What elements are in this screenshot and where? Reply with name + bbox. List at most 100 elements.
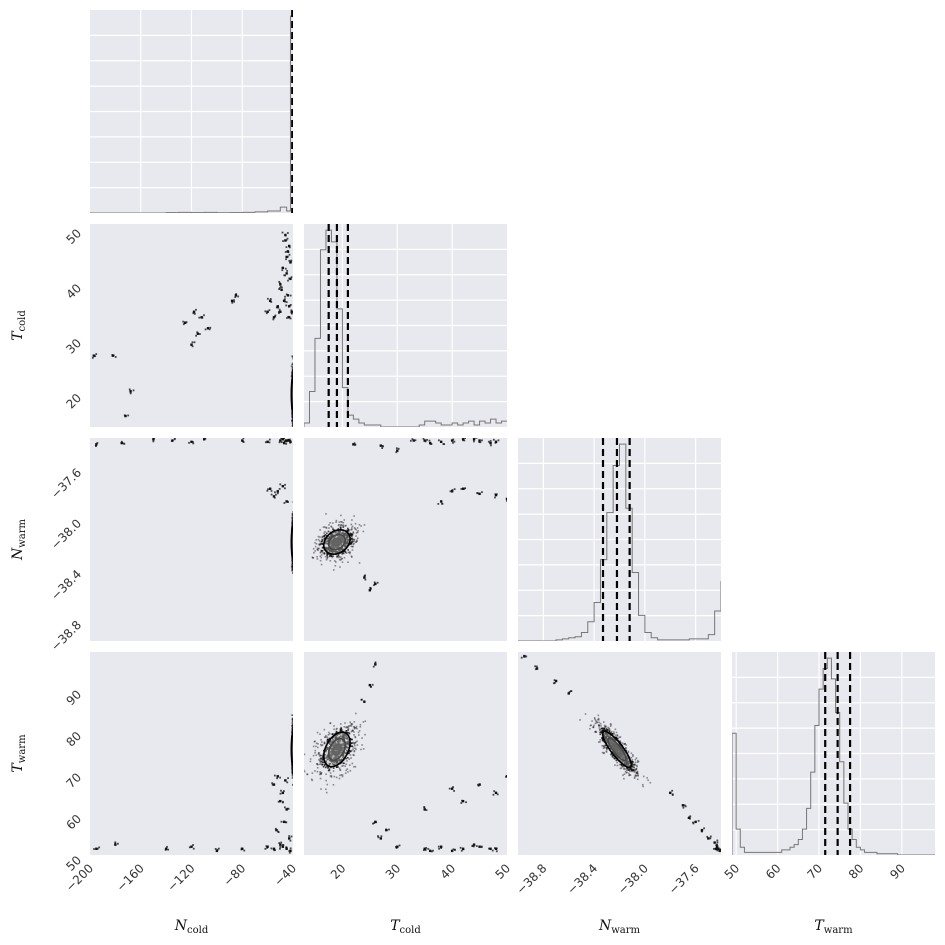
scatter-point bbox=[349, 750, 351, 753]
scatter-point bbox=[461, 438, 465, 441]
scatter-point bbox=[328, 537, 330, 540]
scatter-point bbox=[335, 530, 337, 533]
scatter-point bbox=[338, 556, 340, 559]
scatter-point bbox=[326, 553, 329, 556]
scatter-point bbox=[452, 438, 455, 441]
scatter-point bbox=[356, 527, 359, 529]
scatter-point bbox=[350, 757, 353, 759]
scatter-point bbox=[291, 520, 293, 523]
scatter-point bbox=[359, 725, 362, 728]
scatter-point bbox=[315, 742, 318, 745]
scatter-point bbox=[285, 293, 288, 296]
scatter-point bbox=[339, 728, 342, 730]
scatter-point bbox=[340, 559, 342, 561]
scatter-point bbox=[494, 496, 496, 499]
scatter-point bbox=[350, 523, 353, 526]
scatter-point bbox=[337, 742, 340, 744]
scatter-point bbox=[203, 438, 206, 439]
scatter-point bbox=[350, 750, 352, 753]
axis-label-main: T bbox=[390, 918, 401, 934]
scatter-point bbox=[291, 364, 293, 366]
scatter-point bbox=[127, 414, 130, 417]
scatter-point bbox=[206, 436, 208, 438]
axis-label-sub: warm bbox=[824, 925, 853, 936]
scatter-point bbox=[330, 526, 333, 528]
scatter-point bbox=[341, 532, 344, 534]
scatter-point bbox=[188, 846, 191, 849]
scatter-point bbox=[292, 423, 293, 425]
scatter-point bbox=[289, 847, 292, 850]
scatter-point bbox=[288, 277, 291, 280]
scatter-point bbox=[332, 738, 334, 741]
scatter-point bbox=[291, 719, 293, 722]
scatter-point bbox=[345, 757, 347, 760]
scatter-point bbox=[636, 778, 639, 781]
scatter-point bbox=[617, 737, 619, 740]
scatter-point bbox=[553, 679, 556, 682]
scatter-point bbox=[351, 538, 354, 541]
scatter-point bbox=[625, 749, 628, 752]
scatter-point bbox=[329, 743, 331, 745]
scatter-point bbox=[339, 739, 341, 742]
scatter-point bbox=[292, 572, 293, 574]
scatter-point bbox=[589, 727, 591, 730]
scatter-point bbox=[291, 568, 293, 570]
scatter-point bbox=[98, 846, 101, 849]
scatter-point bbox=[374, 582, 377, 586]
x-tick-label: −160 bbox=[114, 861, 147, 894]
scatter-point bbox=[607, 726, 609, 729]
scatter-point bbox=[344, 525, 346, 527]
scatter-point bbox=[611, 740, 614, 742]
scatter-point bbox=[268, 309, 271, 312]
scatter-panel-N_cold-N_warm bbox=[90, 436, 293, 641]
scatter-point bbox=[606, 728, 609, 731]
scatter-point bbox=[358, 730, 361, 732]
axis-label-main: T bbox=[10, 762, 26, 773]
scatter-point bbox=[692, 821, 694, 824]
scatter-content bbox=[93, 714, 293, 854]
scatter-point bbox=[340, 727, 343, 730]
scatter-point bbox=[292, 424, 293, 427]
scatter-point bbox=[320, 554, 323, 556]
scatter-point bbox=[605, 737, 607, 740]
scatter-point bbox=[291, 562, 293, 565]
contour-2sigma bbox=[322, 731, 351, 768]
scatter-point bbox=[335, 776, 338, 779]
scatter-point bbox=[493, 790, 496, 793]
scatter-point bbox=[604, 725, 607, 728]
scatter-point bbox=[395, 847, 398, 849]
scatter-point bbox=[362, 721, 365, 723]
scatter-point bbox=[204, 328, 207, 331]
scatter-point bbox=[346, 731, 349, 734]
scatter-point bbox=[599, 731, 602, 733]
contour-inner bbox=[332, 743, 342, 756]
scatter-point bbox=[332, 763, 335, 766]
scatter-point bbox=[292, 370, 293, 373]
scatter-point bbox=[314, 770, 316, 772]
scatter-point bbox=[291, 417, 293, 419]
scatter-point bbox=[314, 550, 316, 552]
scatter-point bbox=[291, 519, 293, 521]
scatter-point bbox=[478, 492, 481, 496]
scatter-point bbox=[345, 726, 347, 729]
scatter-point bbox=[320, 771, 323, 774]
scatter-point bbox=[288, 246, 291, 249]
scatter-point bbox=[364, 578, 367, 581]
scatter-point bbox=[374, 663, 377, 666]
scatter-point bbox=[624, 753, 627, 755]
scatter-point bbox=[568, 691, 571, 693]
scatter-point bbox=[348, 732, 351, 735]
scatter-point bbox=[215, 849, 219, 853]
scatter-point bbox=[292, 514, 293, 517]
scatter-point bbox=[330, 546, 332, 549]
scatter-point bbox=[683, 804, 686, 807]
scatter-point bbox=[345, 536, 348, 538]
scatter-point bbox=[330, 525, 332, 528]
scatter-point bbox=[271, 782, 274, 785]
scatter-point bbox=[347, 771, 349, 773]
scatter-point bbox=[642, 783, 644, 786]
scatter-point bbox=[626, 755, 628, 758]
scatter-point bbox=[347, 528, 350, 531]
scatter-point bbox=[616, 756, 619, 759]
scatter-point bbox=[321, 540, 323, 543]
